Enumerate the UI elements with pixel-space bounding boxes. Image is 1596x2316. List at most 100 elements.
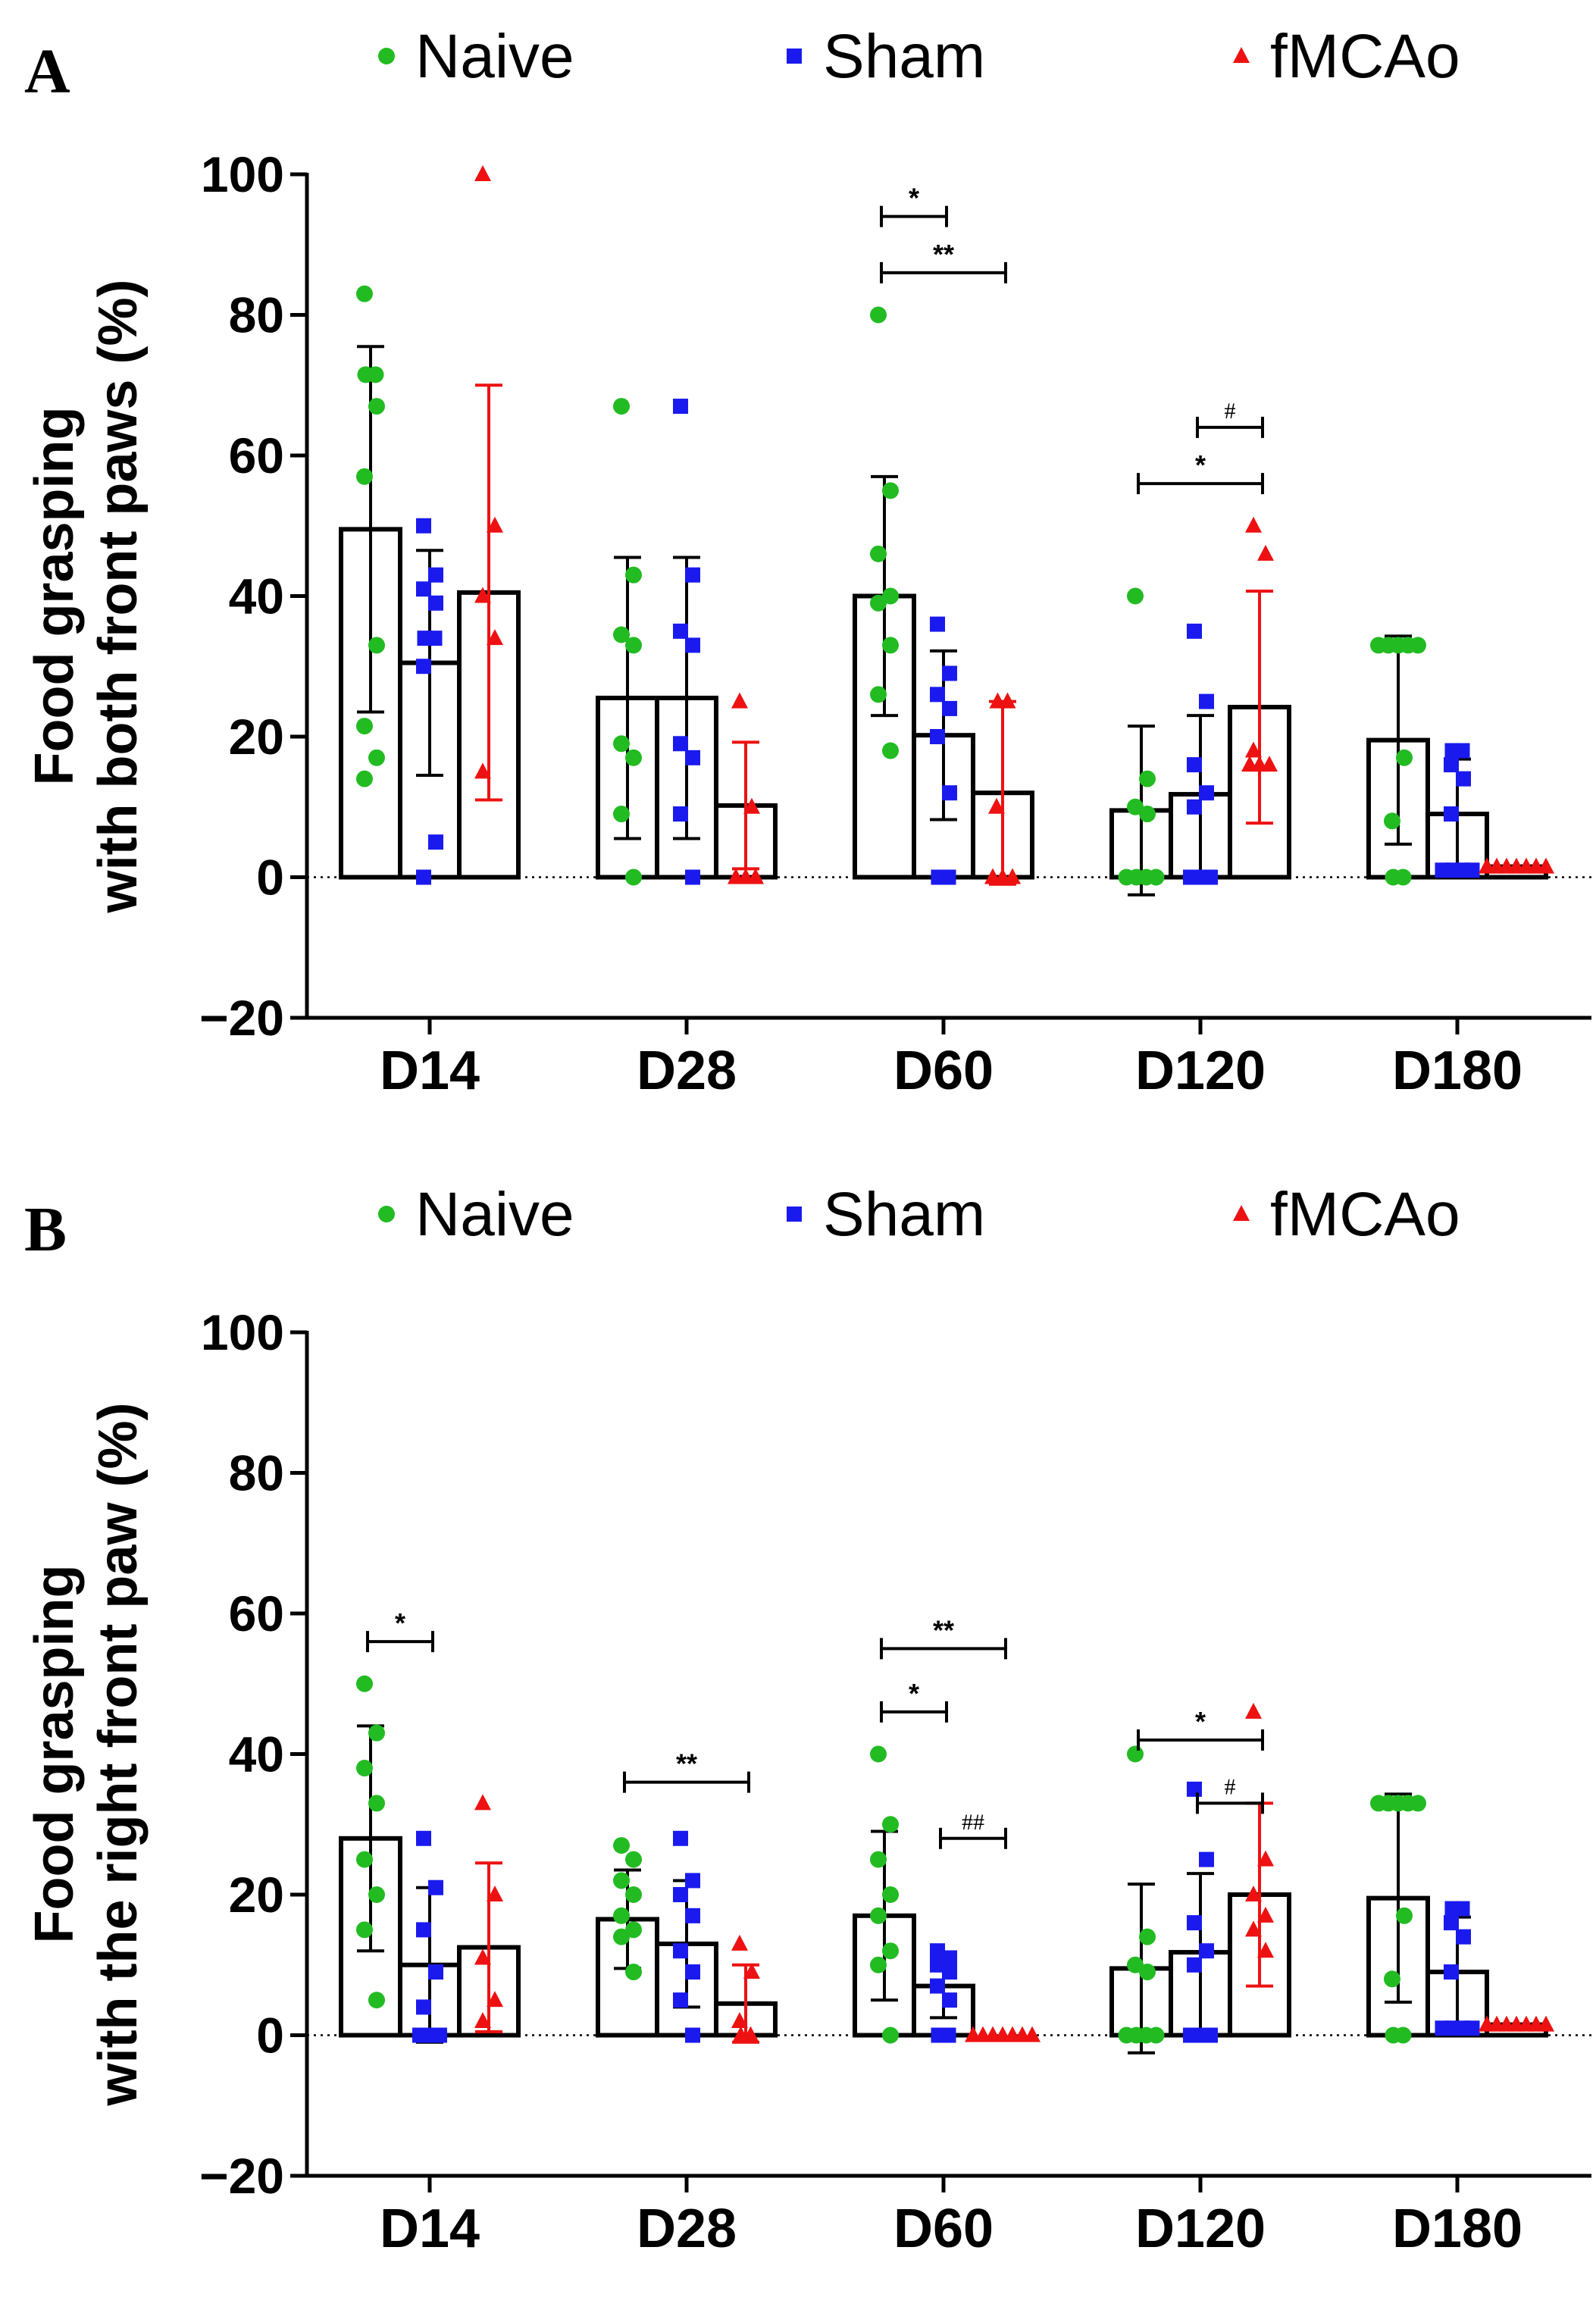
point-naive (356, 1675, 373, 1692)
legend-label-naive: Naive (415, 1180, 574, 1249)
point-fmcao (474, 1948, 491, 1965)
point-fmcao (747, 868, 764, 884)
y-tick-label: 20 (229, 1867, 284, 1923)
point-naive (1384, 1970, 1400, 1988)
point-naive (625, 1851, 642, 1868)
point-fmcao (742, 2026, 759, 2042)
point-naive (870, 1907, 887, 1924)
point-fmcao (743, 1963, 760, 1980)
point-fmcao (1538, 857, 1554, 874)
point-fmcao (487, 516, 503, 533)
point-sham (1464, 2020, 1480, 2036)
point-naive (356, 1921, 373, 1939)
point-sham (1203, 2027, 1218, 2043)
point-naive (368, 1724, 385, 1742)
point-fmcao (1257, 1942, 1274, 1958)
chart-panel-a: A Naive Sham fMCAo Food grasping with both fr… (24, 22, 1591, 1101)
point-fmcao (474, 1794, 491, 1811)
point-sham (427, 631, 443, 646)
point-sham (416, 659, 431, 674)
point-naive (882, 1886, 899, 1903)
point-sham (685, 567, 700, 583)
point-fmcao (1004, 868, 1021, 884)
point-fmcao (1245, 1702, 1262, 1719)
x-tick-label: D14 (380, 2199, 480, 2259)
sig-label: ** (933, 239, 954, 270)
point-fmcao (1257, 1850, 1274, 1867)
point-sham (428, 1879, 443, 1895)
point-naive (625, 1964, 642, 1981)
point-fmcao (474, 165, 491, 181)
point-naive (613, 1837, 630, 1854)
point-sham (1444, 1964, 1459, 1980)
point-naive (625, 749, 642, 766)
point-naive (613, 1928, 630, 1945)
point-sham (685, 1908, 700, 1923)
y-tick-label: −20 (199, 990, 284, 1046)
point-sham (1187, 1915, 1202, 1931)
point-naive (1384, 812, 1400, 830)
point-fmcao (731, 692, 748, 709)
point-naive (368, 1886, 385, 1903)
y-axis-label-line2: with both front paws (%) (88, 280, 149, 914)
point-naive (882, 637, 899, 654)
point-sham (1454, 743, 1470, 759)
point-sham (432, 2027, 447, 2043)
point-naive (882, 1816, 899, 1833)
point-naive (368, 1795, 385, 1812)
point-sham (1187, 799, 1202, 815)
point-sham (1187, 1957, 1202, 1973)
point-naive (356, 718, 373, 735)
point-sham (416, 869, 431, 885)
point-sham (930, 616, 945, 632)
point-naive (1394, 868, 1412, 886)
panel-b: B Naive Sham fMCAo Food grasping with the rig… (0, 1158, 1596, 2316)
point-naive (870, 686, 887, 703)
point-naive (356, 1760, 373, 1777)
legend-marker-sham (787, 49, 802, 64)
point-naive (1396, 749, 1413, 766)
point-sham (1199, 693, 1214, 709)
point-sham (1464, 862, 1480, 878)
point-naive (1127, 1745, 1144, 1763)
point-naive (882, 1942, 899, 1960)
x-tick-label: D60 (893, 2199, 994, 2259)
point-naive (625, 1921, 642, 1939)
sig-label: * (909, 1678, 919, 1709)
x-tick-label: D28 (637, 1041, 737, 1101)
y-tick-label: 80 (229, 1445, 284, 1501)
point-sham (1454, 1901, 1470, 1917)
point-naive (368, 398, 385, 415)
point-sham (673, 1887, 688, 1902)
point-sham (930, 729, 945, 744)
y-tick-label: 80 (229, 287, 284, 343)
x-tick-label: D180 (1392, 1041, 1522, 1101)
point-sham (1203, 869, 1218, 885)
point-fmcao (731, 2011, 748, 2028)
point-fmcao (1245, 516, 1262, 533)
point-naive (356, 468, 373, 485)
point-sham (1444, 806, 1459, 822)
point-naive (882, 742, 899, 759)
sig-label: * (1195, 1706, 1206, 1737)
legend-marker-naive (378, 48, 395, 64)
point-naive (1147, 2026, 1165, 2044)
point-sham (1444, 757, 1459, 773)
point-naive (625, 868, 642, 886)
sig-label: ** (933, 1614, 954, 1645)
point-naive (613, 806, 630, 823)
point-sham (1187, 623, 1202, 639)
point-naive (368, 637, 385, 654)
point-naive (356, 285, 373, 302)
point-sham (673, 1830, 688, 1846)
point-naive (368, 749, 385, 766)
point-fmcao (474, 2011, 491, 2028)
x-tick-label: D14 (380, 1041, 480, 1101)
point-fmcao (743, 797, 760, 814)
point-naive (870, 545, 887, 562)
point-naive (870, 594, 887, 612)
point-fmcao (1245, 741, 1262, 758)
point-sham (685, 637, 700, 653)
point-sham (673, 1943, 688, 1959)
legend-label-fmcao: fMCAo (1270, 1180, 1460, 1249)
